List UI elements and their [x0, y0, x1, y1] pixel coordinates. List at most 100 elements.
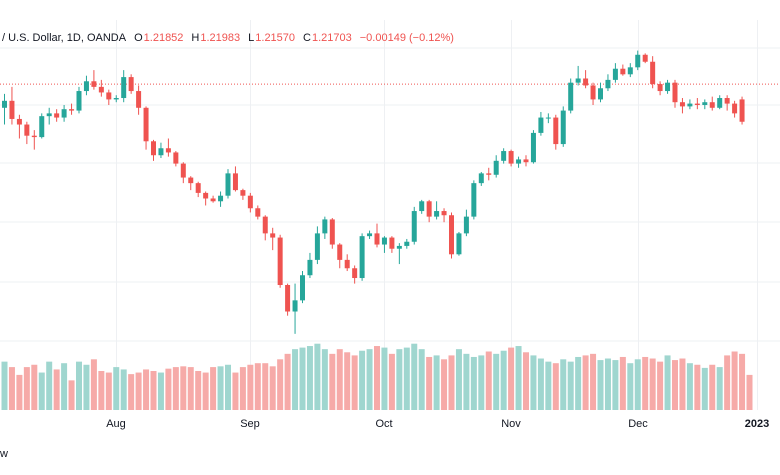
volume-bar: [426, 356, 433, 410]
candle-body: [359, 236, 365, 279]
volume-bar: [381, 347, 388, 410]
volume-bar: [545, 361, 552, 410]
legend-change: −0.00149 (−0.12%): [359, 32, 454, 44]
candle-body: [247, 195, 253, 209]
x-tick-label: 2023: [744, 418, 770, 430]
candle-body: [329, 219, 335, 245]
volume-bar: [187, 367, 194, 410]
volume-bar: [463, 353, 470, 410]
volume-bar: [590, 353, 597, 410]
candle-body: [650, 61, 656, 85]
candle-body: [635, 54, 641, 68]
volume-bar: [582, 355, 589, 410]
candle-body: [583, 78, 589, 86]
volume-bar: [254, 363, 261, 410]
candle-body: [83, 81, 89, 92]
volume-bar: [262, 363, 269, 410]
volume-bar: [433, 355, 440, 410]
volume-bar: [135, 372, 142, 410]
volume-bar: [470, 356, 477, 410]
volume-bar: [31, 364, 38, 410]
x-tick-label: Aug: [106, 418, 126, 430]
volume-bar: [537, 358, 544, 410]
volume-bar: [694, 364, 701, 410]
volume-bar: [731, 351, 738, 410]
volume-bar: [642, 356, 649, 410]
volume-bar: [403, 347, 410, 410]
candle-body: [113, 98, 119, 100]
candle-body: [598, 88, 603, 100]
candle-body: [545, 117, 551, 119]
candle-body: [98, 86, 104, 93]
candle-body: [642, 54, 648, 62]
candle-body: [739, 99, 745, 122]
candle-body: [255, 208, 261, 217]
legend-low-value: 1.21570: [255, 32, 296, 44]
volume-bar: [225, 364, 231, 410]
candle-body: [352, 268, 358, 279]
volume-bar: [739, 353, 746, 410]
candle-body: [620, 68, 626, 75]
volume-bar: [575, 356, 582, 410]
volume-bar: [515, 346, 522, 410]
volume-bar: [396, 349, 403, 410]
candle-body: [106, 92, 112, 100]
volume-bar: [269, 366, 276, 410]
candle-body: [2, 100, 7, 108]
volume-bar: [83, 364, 90, 410]
candle-body: [262, 216, 268, 234]
candle-body: [657, 84, 663, 92]
candle-body: [523, 159, 529, 163]
candle-body: [31, 135, 37, 138]
volume-bar: [284, 353, 291, 410]
volume-bar: [239, 367, 246, 410]
volume-bar: [619, 356, 626, 410]
volume-bar: [597, 360, 604, 410]
candle-body: [240, 190, 246, 196]
candle-body: [516, 159, 522, 164]
candle-body: [702, 102, 708, 105]
candle-body: [717, 98, 723, 108]
volume-bar: [672, 360, 678, 410]
volume-bar: [530, 355, 537, 410]
volume-bar: [388, 353, 395, 410]
volume-bar: [172, 367, 179, 410]
volume-bar: [53, 369, 60, 410]
volume-bar: [210, 367, 217, 410]
volume-bar: [441, 359, 448, 410]
volume-bar: [299, 347, 306, 410]
volume-bar: [604, 358, 611, 410]
x-tick-label: Oct: [375, 418, 393, 430]
candle-body: [709, 102, 715, 108]
volume-bar: [277, 359, 284, 410]
volume-bar: [664, 355, 671, 410]
volume-bar: [314, 343, 321, 410]
candle-body: [530, 132, 536, 163]
candle-body: [560, 110, 566, 145]
candle-body: [389, 237, 395, 249]
volume-bar: [195, 371, 202, 410]
candle-body: [314, 233, 320, 260]
candle-body: [285, 285, 291, 312]
volume-bar: [686, 363, 693, 410]
candle-body: [173, 152, 179, 164]
candle-body: [16, 118, 22, 125]
candle-body: [381, 237, 387, 245]
candle-body: [553, 117, 559, 145]
candle-body: [69, 109, 75, 111]
candle-body: [218, 195, 224, 202]
candle-body: [39, 116, 45, 138]
candle-body: [46, 113, 52, 117]
volume-bar: [455, 349, 462, 410]
volume-bar: [61, 363, 68, 410]
chart-legend: / U.S. Dollar, 1D, OANDA O1.21852 H1.21983…: [2, 32, 454, 44]
volume-bar: [23, 367, 30, 410]
footer-text: w: [0, 448, 8, 460]
candle-body: [121, 77, 127, 99]
volume-bar: [150, 371, 157, 410]
volume-bar: [552, 363, 559, 410]
candle-body: [210, 198, 216, 202]
candle-body: [292, 300, 298, 312]
volume-bar: [46, 361, 53, 410]
